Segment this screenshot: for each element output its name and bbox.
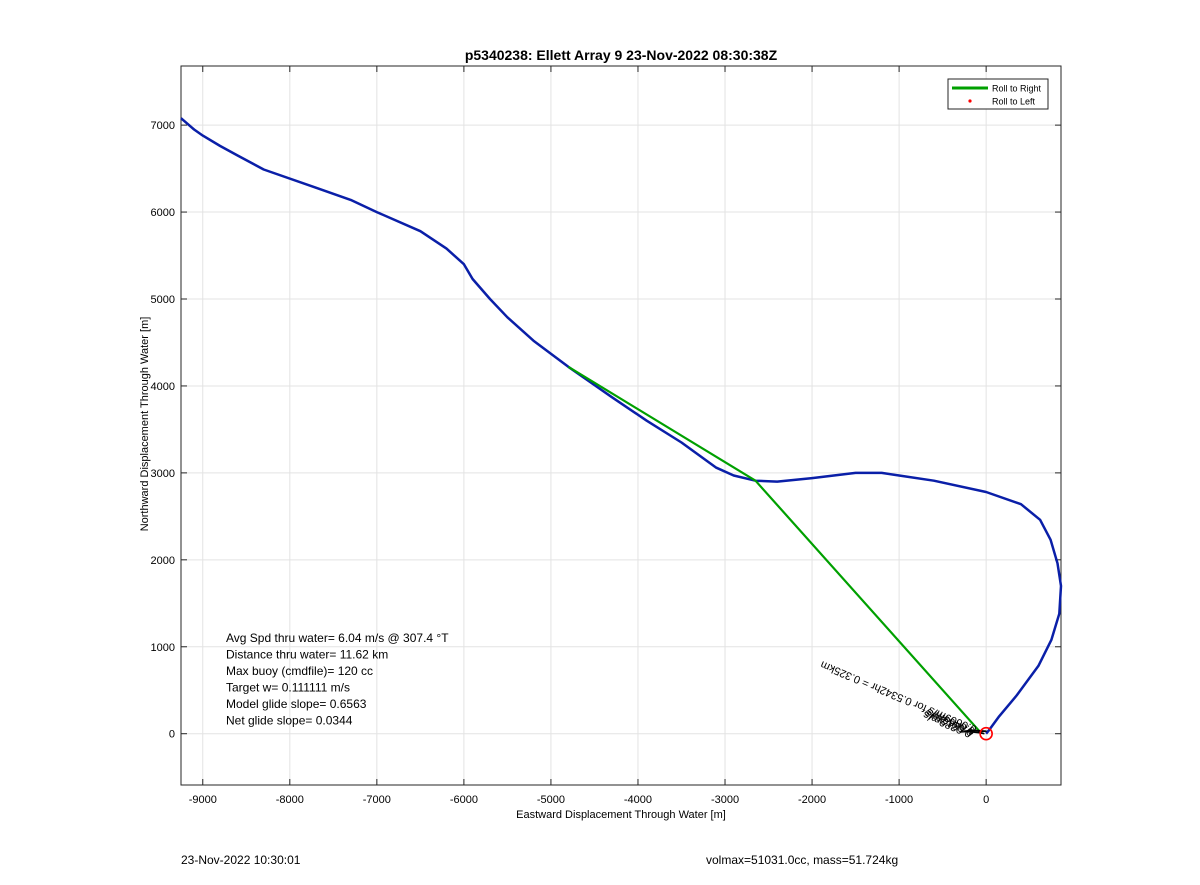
annotation-line-5: Net glide slope= 0.0344 <box>226 714 353 728</box>
annotation-line-2: Max buoy (cmdfile)= 120 cc <box>226 664 373 678</box>
annotation-line-4: Model glide slope= 0.6563 <box>226 697 367 711</box>
x-tick-label: -1000 <box>885 794 913 806</box>
y-tick-label: 6000 <box>151 207 175 219</box>
legend-entry-label: Roll to Left <box>992 97 1036 107</box>
end-marker <box>979 726 993 741</box>
legend-swatch-dot <box>968 99 972 103</box>
axis-ticks: -9000 -8000 -7000 -6000 -5000 -4000 -3000 -2000… <box>151 66 1061 806</box>
chart-title: p5340238: Ellett Array 9 23-Nov-2022 08:… <box>465 47 778 63</box>
series-line-1 <box>567 365 982 734</box>
y-tick-label: 3000 <box>151 468 175 480</box>
x-tick-label: -5000 <box>537 794 565 806</box>
y-tick-label: 1000 <box>151 642 175 654</box>
x-tick-label: 0 <box>983 794 989 806</box>
y-tick-label: 7000 <box>151 120 175 132</box>
x-tick-label: -9000 <box>189 794 217 806</box>
x-axis-label: Eastward Displacement Through Water [m] <box>516 809 726 821</box>
grid-lines <box>181 66 1061 785</box>
footer-timestamp: 23-Nov-2022 10:30:01 <box>181 853 301 867</box>
x-tick-label: -7000 <box>363 794 391 806</box>
axes-frame <box>180 65 1062 786</box>
stats-annotations: Avg Spd thru water= 6.04 m/s @ 307.4 °T D… <box>226 631 449 728</box>
footer-stats: volmax=51031.0cc, mass=51.724kg <box>706 853 899 867</box>
y-axis-label: Northward Displacement Through Water [m] <box>139 317 151 532</box>
annotation-line-3: Target w= 0.111111 m/s <box>226 681 350 695</box>
y-tick-label: 5000 <box>151 294 175 306</box>
y-tick-label: 2000 <box>151 555 175 567</box>
legend-entry-label: Roll to Right <box>992 84 1042 94</box>
x-tick-label: -3000 <box>711 794 739 806</box>
x-tick-label: -6000 <box>450 794 478 806</box>
legend: Roll to Right Roll to Left <box>947 78 1049 110</box>
x-tick-label: -4000 <box>624 794 652 806</box>
y-tick-label: 0 <box>169 729 175 741</box>
series-line-2 <box>959 729 987 735</box>
x-tick-label: -8000 <box>276 794 304 806</box>
annotation-line-1: Distance thru water= 11.62 km <box>226 648 388 662</box>
series-line-0 <box>180 117 1063 735</box>
series-layer <box>180 117 1063 741</box>
x-tick-label: -2000 <box>798 794 826 806</box>
y-tick-label: 4000 <box>151 381 175 393</box>
annotation-line-0: Avg Spd thru water= 6.04 m/s @ 307.4 °T <box>226 631 449 645</box>
legend-box <box>947 78 1049 110</box>
